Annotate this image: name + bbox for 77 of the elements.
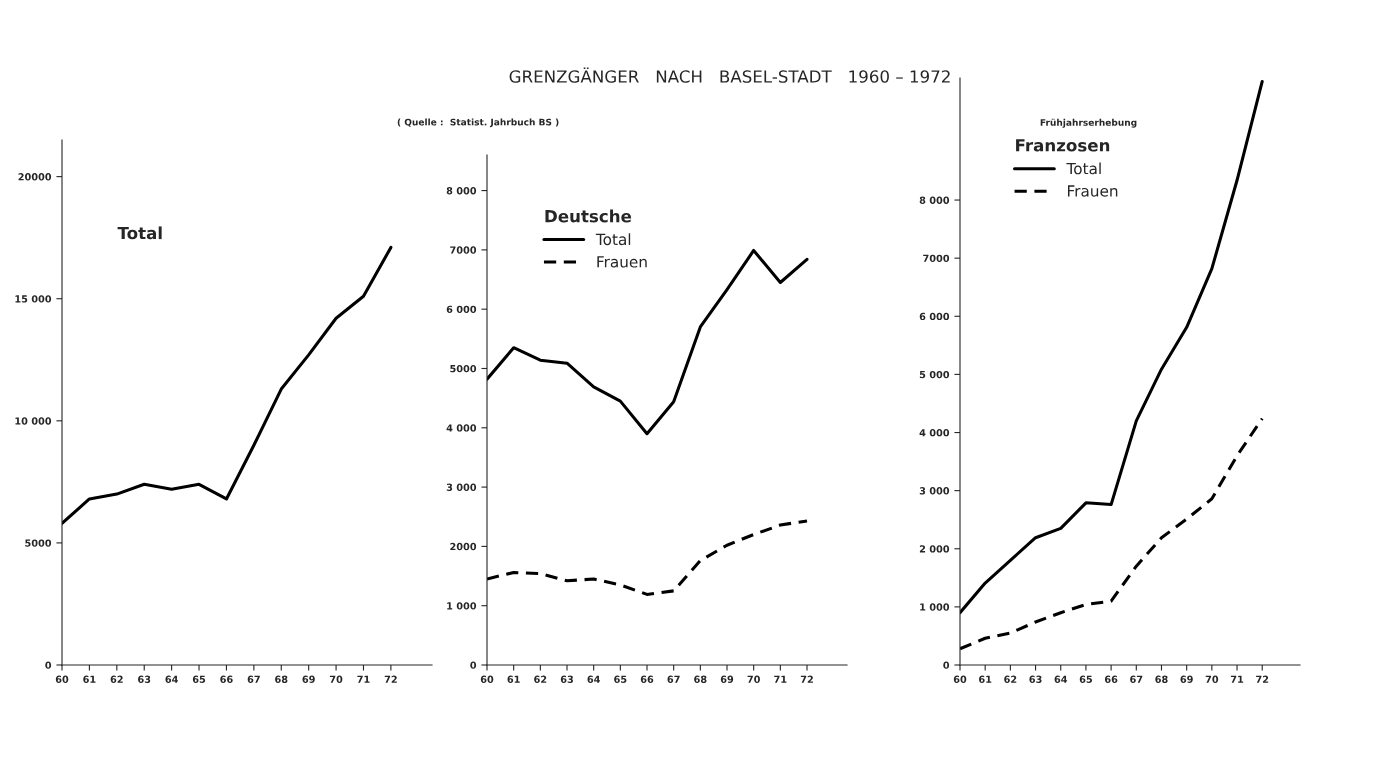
legend-title: Deutsche [545, 209, 632, 223]
x-tick-label: 71 [1230, 675, 1244, 683]
x-tick-label: 72 [384, 675, 397, 683]
x-tick-label: 69 [302, 675, 315, 683]
x-tick-label: 65 [1079, 675, 1093, 683]
x-tick-label: 69 [1180, 675, 1193, 683]
x-tick-label: 60 [55, 675, 69, 683]
y-tick-label: 5000 [25, 539, 52, 547]
x-tick-label: 60 [480, 675, 494, 683]
x-tick-label: 67 [667, 675, 680, 683]
y-tick-label: 7000 [450, 246, 477, 254]
y-tick-label: 3 000 [919, 487, 950, 495]
y-tick-label: 6 000 [446, 305, 477, 314]
x-tick-label: 63 [560, 675, 573, 683]
x-tick-label: 71 [774, 675, 787, 683]
y-tick-label: 0 [943, 661, 950, 669]
x-tick-label: 61 [507, 675, 520, 683]
y-tick-label: 7000 [923, 254, 950, 262]
line-series [487, 519, 809, 596]
x-tick-label: 72 [800, 675, 813, 683]
text: ( Quelle : Statist. Jahrbuch BS ) [397, 118, 559, 128]
legend-label: Frauen [1067, 185, 1118, 197]
y-tick-label: 0 [45, 661, 52, 669]
x-tick-label: 64 [587, 675, 600, 683]
y-tick-label: 2 000 [919, 545, 950, 553]
y-tick-label: 5 000 [919, 370, 950, 379]
x-tick-label: 61 [83, 675, 96, 683]
chart-title: GRENZGÄNGER NACH BASEL-STADT 1960 – 1972 [509, 67, 950, 83]
x-tick-label: 70 [1205, 675, 1219, 683]
line-series [960, 417, 1264, 651]
x-tick-label: 72 [1256, 675, 1269, 683]
x-tick-label: 66 [640, 675, 654, 683]
x-tick-label: 68 [1155, 675, 1168, 683]
y-tick-label: 4 000 [446, 424, 477, 432]
x-tick-label: 67 [247, 675, 260, 683]
x-tick-label: 64 [165, 675, 178, 683]
x-tick-label: 65 [614, 675, 627, 683]
y-tick-label: 20000 [18, 173, 52, 181]
legend-label: Total [595, 233, 631, 246]
x-tick-label: 63 [1029, 675, 1042, 683]
x-tick-label: 65 [192, 675, 206, 683]
x-tick-label: 63 [138, 675, 151, 683]
y-tick-label: 3 000 [446, 483, 477, 491]
y-tick-label: 6 000 [919, 312, 950, 321]
x-tick-label: 62 [110, 675, 123, 683]
y-tick-label: 5000 [450, 364, 477, 373]
y-tick-label: 10 000 [15, 417, 52, 425]
x-tick-label: 69 [720, 675, 734, 683]
x-tick-label: 62 [534, 675, 547, 683]
y-tick-label: 15 000 [15, 295, 52, 303]
legend-label: Frauen [597, 256, 647, 268]
x-tick-label: 61 [979, 675, 992, 683]
x-tick-label: 64 [1054, 675, 1068, 683]
x-tick-label: 62 [1004, 675, 1017, 683]
legend-label: Total [1066, 162, 1101, 175]
line-series [960, 79, 1264, 615]
x-tick-label: 68 [275, 675, 288, 683]
legend-title: Franzosen [1016, 139, 1110, 152]
x-tick-label: 66 [1104, 675, 1118, 683]
x-tick-label: 70 [747, 675, 760, 683]
x-tick-label: 71 [357, 675, 370, 683]
x-tick-label: 60 [953, 675, 967, 683]
x-tick-label: 70 [329, 675, 343, 683]
y-tick-label: 1 000 [920, 603, 950, 611]
y-tick-label: 2000 [450, 542, 477, 551]
y-tick-label: 4 000 [919, 429, 950, 437]
y-tick-label: 0 [470, 661, 477, 669]
line-series [487, 248, 809, 436]
x-tick-label: 66 [220, 675, 233, 683]
y-tick-label: 8 000 [446, 187, 477, 195]
text: Total [117, 226, 162, 240]
annotation: Frühjahrserhebung [1040, 118, 1137, 128]
line-series [62, 245, 393, 525]
y-tick-label: 8 000 [919, 196, 950, 204]
y-tick-label: 1 000 [447, 602, 477, 610]
x-tick-label: 68 [694, 675, 707, 683]
x-tick-label: 67 [1130, 675, 1143, 683]
